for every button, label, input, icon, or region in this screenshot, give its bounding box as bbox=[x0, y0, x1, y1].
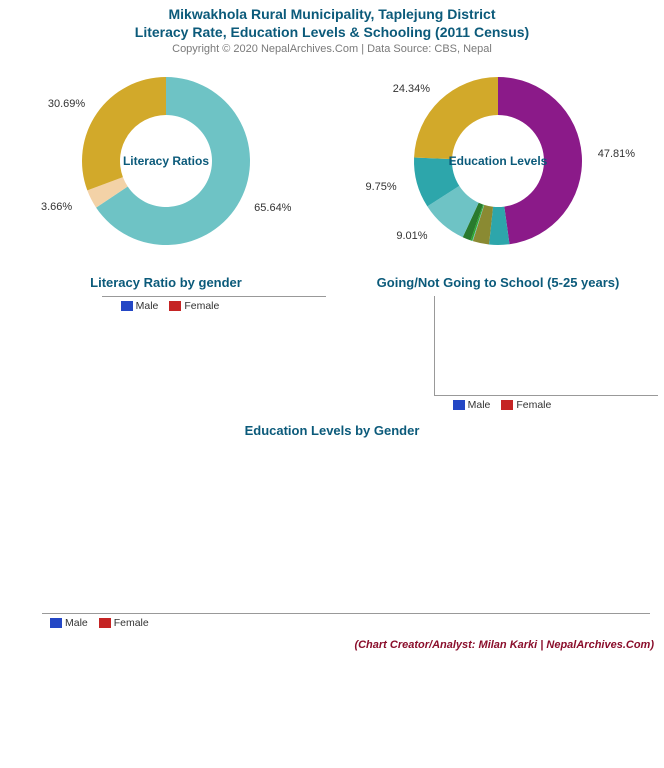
male-swatch bbox=[50, 618, 62, 628]
pct-label: 30.69% bbox=[48, 98, 85, 110]
pct-label: 3.66% bbox=[41, 201, 72, 213]
pct-label: 24.34% bbox=[393, 83, 430, 95]
copyright-text: Copyright © 2020 NepalArchives.Com | Dat… bbox=[0, 43, 664, 55]
pct-label: 65.64% bbox=[254, 202, 291, 214]
schooling-chart bbox=[434, 296, 658, 396]
education-gender-title: Education Levels by Gender bbox=[14, 423, 650, 438]
schooling-panel: Going/Not Going to School (5-25 years) M… bbox=[338, 275, 658, 411]
hbar-row: Literacy Ratio by gender Male Female Goi… bbox=[0, 275, 664, 411]
education-donut: Education Levels 47.81%9.01%9.75%24.34% bbox=[398, 61, 598, 261]
literacy-donut-panel: Literacy Ratios 65.64% 3.66% 30.69% bbox=[6, 61, 326, 267]
literacy-gender-panel: Literacy Ratio by gender Male Female bbox=[6, 275, 326, 411]
mf-legend: Male Female bbox=[338, 399, 658, 411]
pct-label: 9.75% bbox=[366, 181, 397, 193]
credit-text: (Chart Creator/Analyst: Milan Karki | Ne… bbox=[0, 639, 654, 651]
female-swatch bbox=[501, 400, 513, 410]
female-swatch bbox=[99, 618, 111, 628]
header: Mikwakhola Rural Municipality, Taplejung… bbox=[0, 0, 664, 55]
education-donut-panel: Education Levels 47.81% 9.01% 9.75% 24.34% bbox=[338, 61, 658, 267]
literacy-gender-chart bbox=[102, 296, 326, 297]
pct-label: 9.01% bbox=[396, 230, 427, 242]
female-swatch bbox=[169, 301, 181, 311]
education-gender-panel: Education Levels by Gender Male Female bbox=[0, 423, 664, 629]
education-donut-label: Education Levels bbox=[449, 154, 548, 168]
male-swatch bbox=[453, 400, 465, 410]
literacy-gender-title: Literacy Ratio by gender bbox=[6, 275, 326, 290]
donut-row: Literacy Ratios 65.64% 3.66% 30.69% Educat… bbox=[0, 61, 664, 267]
literacy-donut: Literacy Ratios 65.64%3.66%30.69% bbox=[66, 61, 266, 261]
male-swatch bbox=[121, 301, 133, 311]
mf-legend: Male Female bbox=[6, 300, 326, 312]
education-gender-chart bbox=[42, 444, 650, 614]
page-title: Mikwakhola Rural Municipality, Taplejung… bbox=[0, 6, 664, 41]
mf-legend: Male Female bbox=[42, 617, 650, 629]
schooling-title: Going/Not Going to School (5-25 years) bbox=[338, 275, 658, 290]
pct-label: 47.81% bbox=[598, 148, 635, 160]
literacy-donut-label: Literacy Ratios bbox=[123, 154, 209, 168]
